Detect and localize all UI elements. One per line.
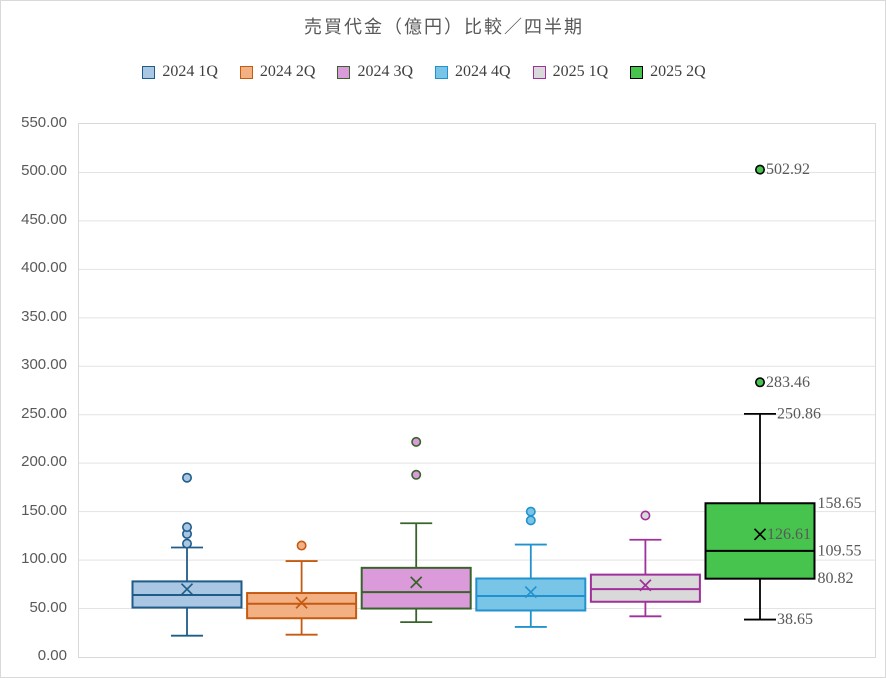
legend-label: 2024 3Q (357, 63, 413, 80)
legend-item-2024-3q[interactable]: 2024 3Q (337, 63, 413, 81)
data-label-outlier: 283.46 (766, 374, 810, 391)
y-tick-label: 200.00 (21, 453, 67, 471)
box-2024-3q (360, 566, 472, 610)
legend-label: 2025 1Q (552, 63, 609, 80)
outlier-dot (525, 515, 536, 526)
legend-item-2025-2q[interactable]: 2025 2Q (630, 63, 706, 81)
data-label-median: 109.55 (818, 542, 862, 559)
data-label-q1: 80.82 (818, 570, 854, 587)
legend-item-2024-4q[interactable]: 2024 4Q (435, 63, 511, 81)
mean-x-marker (524, 585, 537, 599)
y-tick-label: 50.00 (29, 598, 67, 616)
legend-item-2024-1q[interactable]: 2024 1Q (142, 63, 218, 81)
data-label-min: 38.65 (777, 611, 813, 628)
outlier-dot (754, 377, 765, 388)
data-label-outlier: 502.92 (766, 161, 810, 178)
box-2024-2q (246, 592, 358, 620)
mean-x-marker (180, 583, 194, 596)
legend-item-2024-2q[interactable]: 2024 2Q (239, 63, 316, 81)
y-tick-label: 500.00 (21, 162, 67, 180)
box-2025-2q (704, 502, 816, 580)
box-series-2024-4q[interactable] (475, 506, 587, 628)
outlier-dot (296, 540, 307, 551)
y-tick-label: 300.00 (21, 356, 67, 374)
box-series-2024-2q[interactable] (246, 540, 358, 636)
mean-x-marker (639, 579, 652, 592)
data-label-q3: 158.65 (818, 495, 862, 512)
data-label-max: 250.86 (777, 405, 821, 422)
legend-label: 2024 2Q (259, 63, 316, 80)
y-tick-label: 400.00 (21, 259, 67, 277)
box-series-2025-1q[interactable] (589, 510, 701, 618)
data-label-mean: 126.61 (767, 526, 811, 543)
y-tick-label: 450.00 (21, 210, 67, 228)
outlier-dot (640, 510, 651, 521)
outlier-dot (182, 472, 193, 483)
box-2024-4q (475, 577, 587, 612)
mean-x-marker (753, 528, 767, 541)
legend: 2024 1Q 2024 2Q 2024 3Q 2024 4Q 2025 1Q 2025 … (1, 63, 867, 81)
outlier-dot (182, 522, 193, 533)
mean-x-marker (295, 596, 308, 609)
legend-swatch-icon (142, 65, 156, 79)
boxplot-svg: 250.86 38.65 158.65 109.55 80.82 126.61 283.46… (79, 161, 875, 637)
legend-swatch-icon (532, 65, 546, 79)
chart-title: 売買代金（億円）比較／四半期 (304, 17, 584, 37)
legend-item-2025-1q[interactable]: 2025 1Q (532, 63, 609, 81)
y-tick-label: 550.00 (21, 114, 67, 131)
legend-label: 2024 1Q (162, 63, 218, 80)
box-series-2024-3q[interactable] (360, 436, 472, 624)
legend-label: 2025 2Q (650, 63, 706, 80)
outlier-dot (182, 538, 193, 549)
legend-swatch-icon (435, 65, 448, 79)
box-series-2025-2q[interactable] (704, 164, 816, 621)
outlier-dot (754, 164, 765, 175)
outlier-dot (411, 436, 422, 447)
y-tick-label: 350.00 (21, 307, 67, 325)
y-tick-label: 150.00 (21, 501, 67, 519)
y-tick-label: 0.00 (37, 647, 67, 664)
y-tick-label: 250.00 (21, 404, 67, 422)
legend-swatch-icon (630, 65, 644, 79)
legend-swatch-icon (337, 65, 351, 79)
y-tick-label: 100.00 (21, 550, 67, 568)
box-series-2024-1q[interactable] (131, 472, 243, 637)
mean-x-marker (410, 576, 423, 589)
legend-swatch-icon (239, 65, 253, 79)
plot-area[interactable]: 250.86 38.65 158.65 109.55 80.82 126.61 283.46… (78, 123, 876, 658)
legend-label: 2024 4Q (455, 63, 511, 80)
outlier-dot (525, 506, 536, 517)
outlier-dot (411, 469, 422, 480)
